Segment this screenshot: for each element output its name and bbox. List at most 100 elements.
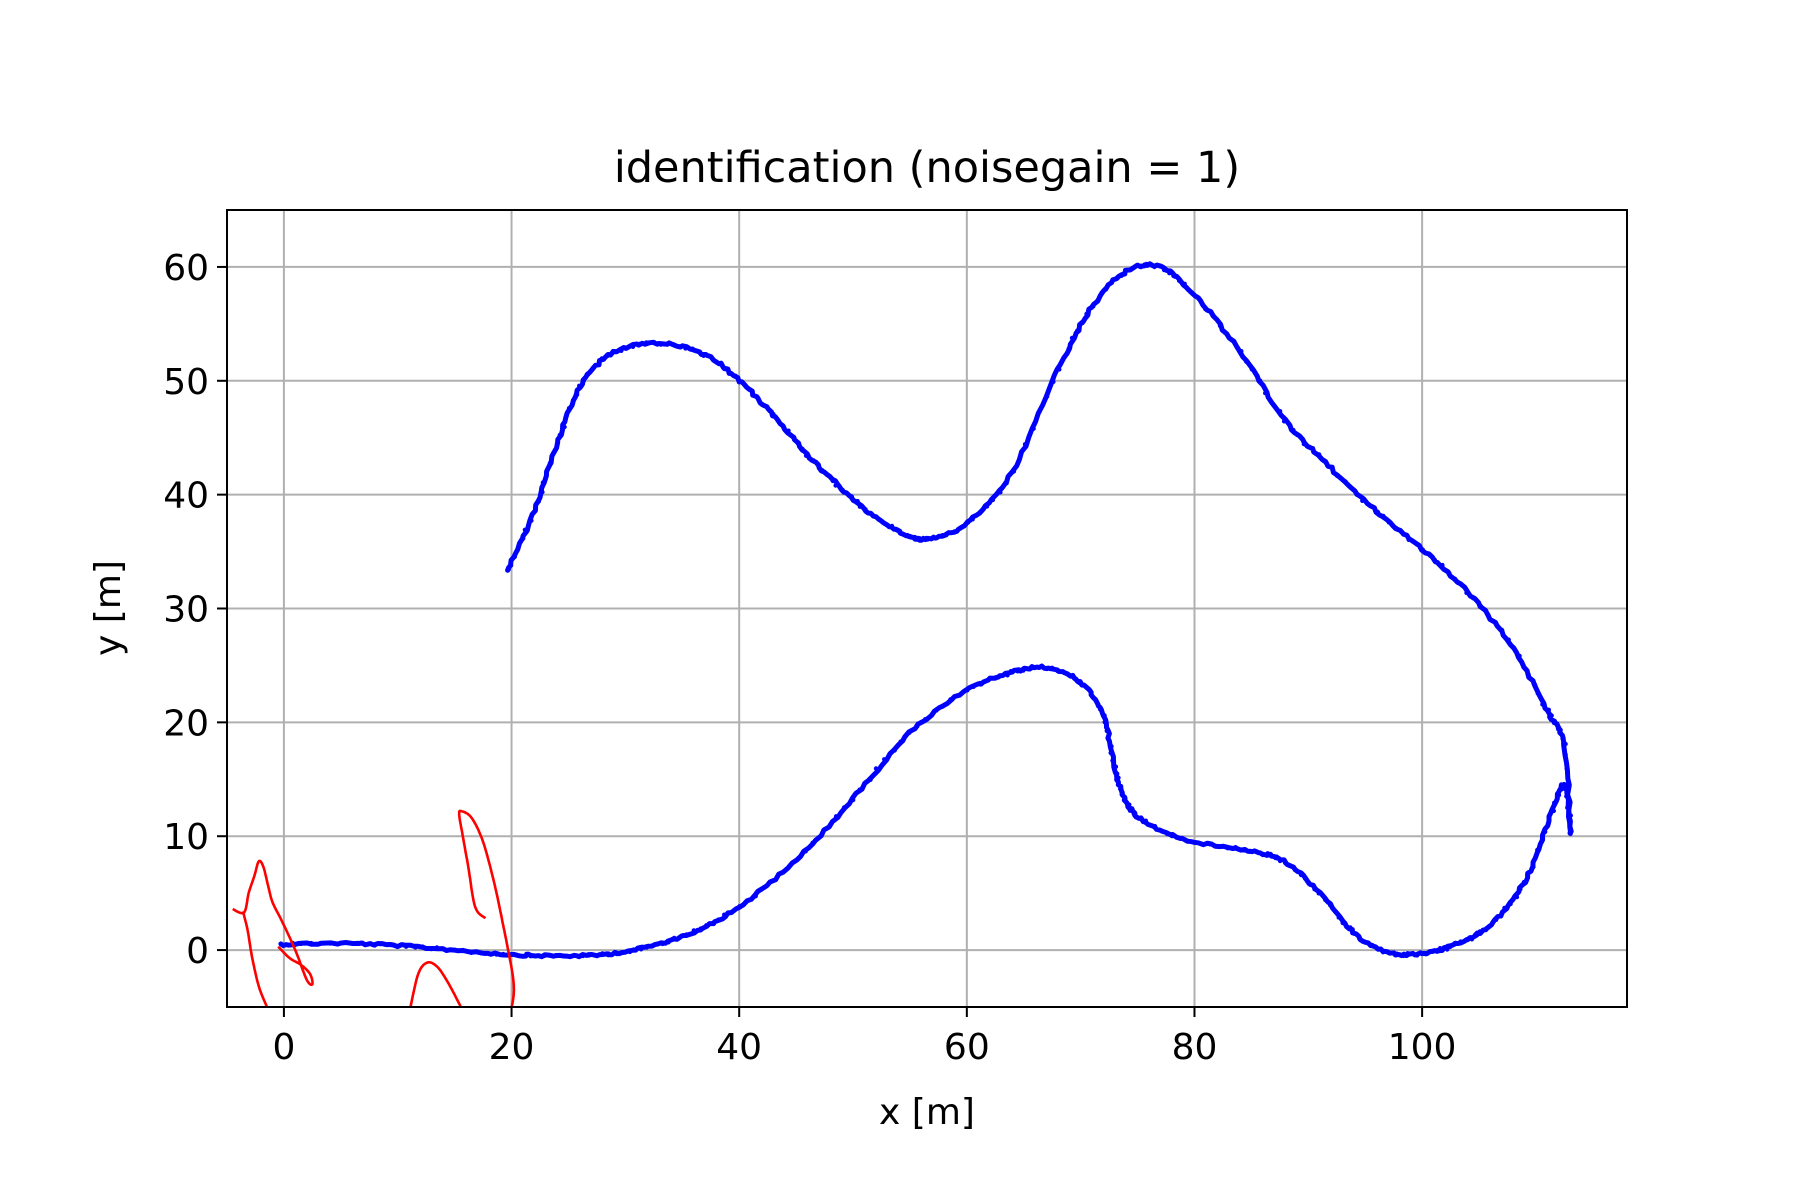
- trajectory-point: [1281, 419, 1287, 424]
- trajectory-point: [722, 912, 727, 917]
- trajectory-point: [1102, 719, 1107, 725]
- trajectory-point: [1123, 799, 1129, 804]
- trajectory-point: [444, 948, 449, 953]
- trajectory-point: [1360, 498, 1365, 503]
- trajectory-point: [936, 534, 941, 539]
- trajectory-point: [1514, 894, 1520, 900]
- trajectory-point: [1203, 306, 1208, 312]
- trajectory-point: [742, 383, 748, 388]
- trajectory-point: [868, 510, 873, 516]
- x-tick-label: 40: [716, 1027, 762, 1068]
- trajectory-point: [1493, 621, 1499, 627]
- trajectory-point: [1306, 881, 1311, 886]
- trajectory-point: [678, 345, 683, 350]
- trajectory-point: [1386, 950, 1391, 955]
- trajectory-point: [1115, 771, 1120, 776]
- trajectory-point: [970, 517, 975, 522]
- trajectory-point: [1167, 271, 1172, 276]
- trajectory-point: [328, 941, 333, 946]
- series-layer: [232, 261, 1574, 1007]
- trajectory-point: [1394, 951, 1400, 956]
- trajectory-point: [429, 946, 434, 952]
- trajectory-point: [1269, 400, 1275, 406]
- trajectory-point: [1532, 682, 1538, 687]
- trajectory-point: [849, 494, 854, 499]
- trajectory-point: [1286, 863, 1292, 868]
- trajectory-point: [1103, 287, 1109, 292]
- trajectory-point: [892, 748, 897, 753]
- trajectory-point: [810, 840, 815, 845]
- trajectory-point: [532, 508, 538, 513]
- trajectory-point: [898, 739, 903, 744]
- trajectory-point: [1193, 294, 1198, 299]
- trajectory-point: [1557, 730, 1562, 735]
- trajectory-point: [1069, 335, 1075, 341]
- trajectory-point: [724, 366, 729, 371]
- trajectory-point: [827, 824, 832, 829]
- trajectory-point: [1211, 313, 1216, 318]
- trajectory-point: [1564, 766, 1569, 771]
- trajectory-point: [1171, 273, 1176, 279]
- trajectory-point: [1414, 542, 1420, 547]
- trajectory-point: [1077, 680, 1082, 686]
- trajectory-point: [1351, 931, 1357, 936]
- trajectory-point: [1483, 927, 1489, 933]
- trajectory-point: [1138, 264, 1144, 270]
- trajectory-point: [948, 697, 953, 702]
- trajectory-point: [1414, 953, 1420, 958]
- trajectory-point: [1080, 320, 1085, 326]
- trajectory-point: [512, 554, 517, 559]
- trajectory-point: [1169, 833, 1175, 839]
- trajectory-point: [1249, 367, 1255, 372]
- trajectory-point: [776, 872, 781, 877]
- trajectory-point: [874, 514, 879, 519]
- trajectory-point: [672, 935, 677, 941]
- trajectory-point: [1469, 937, 1475, 942]
- trajectory-point: [1546, 816, 1552, 821]
- trajectory-point: [581, 378, 587, 383]
- trajectory-point: [1129, 267, 1134, 272]
- trajectory-point: [1021, 668, 1026, 673]
- trajectory-point: [923, 717, 928, 722]
- trajectory-point: [540, 489, 545, 495]
- trajectory-point: [803, 453, 809, 458]
- trajectory-point: [767, 408, 772, 414]
- trajectory-point: [1546, 707, 1552, 712]
- trajectory-point: [998, 490, 1003, 495]
- trajectory-point: [1131, 811, 1137, 817]
- trajectory-point: [904, 533, 910, 538]
- trajectory-point: [623, 345, 628, 351]
- estimate-path: [409, 961, 463, 1007]
- trajectory-point: [1066, 346, 1071, 351]
- trajectory-point: [1178, 836, 1183, 841]
- trajectory-point: [378, 941, 383, 947]
- trajectory-point: [915, 724, 920, 729]
- trajectory-point: [841, 805, 847, 810]
- trajectory-point: [818, 834, 823, 839]
- trajectory-point: [1096, 702, 1101, 707]
- trajectory-point: [820, 468, 825, 473]
- trajectory-point: [644, 945, 650, 950]
- trajectory-point: [651, 339, 657, 345]
- trajectory-point: [1336, 915, 1341, 920]
- trajectory-point: [1004, 481, 1009, 486]
- trajectory-point: [610, 350, 616, 355]
- trajectory-point: [1192, 840, 1198, 845]
- trajectory-point: [1493, 917, 1499, 922]
- trajectory-point: [786, 428, 791, 433]
- trajectory-point: [955, 693, 961, 698]
- trajectory-point: [894, 528, 900, 533]
- trajectory-point: [1478, 603, 1484, 609]
- trajectory-point: [997, 674, 1002, 679]
- trajectory-point: [1037, 409, 1042, 414]
- trajectory-point: [1312, 887, 1317, 892]
- trajectory-point: [1502, 905, 1507, 911]
- trajectory-point: [452, 947, 458, 953]
- trajectory-point: [939, 704, 945, 709]
- trajectory-point: [990, 497, 996, 503]
- trajectory-point: [733, 373, 738, 378]
- estimate-series: [457, 809, 516, 1007]
- trajectory-point: [599, 356, 604, 361]
- trajectory-point: [1015, 669, 1020, 674]
- trajectory-point: [345, 940, 350, 945]
